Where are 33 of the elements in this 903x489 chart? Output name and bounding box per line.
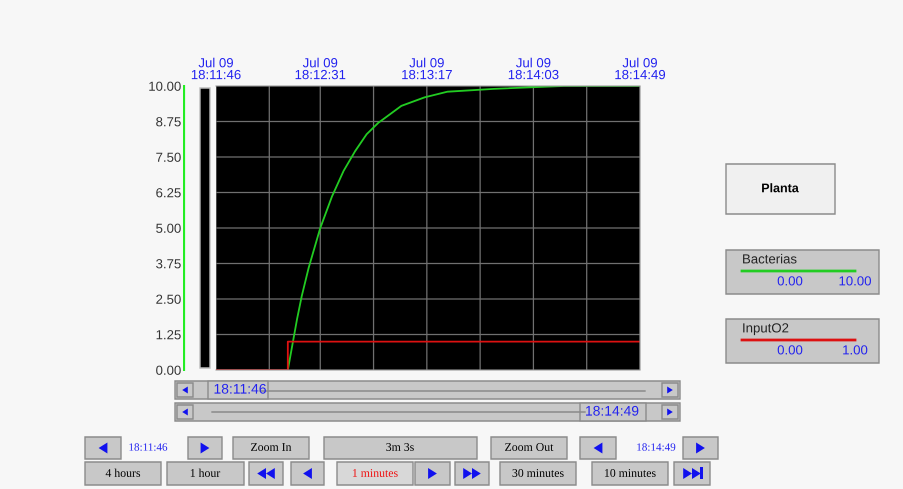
x-tick-label: Jul 09 18:11:46: [192, 58, 241, 80]
y-tick-label: 3.75: [156, 259, 181, 268]
text: 1 minutes: [352, 469, 398, 477]
text: InputO2: [743, 323, 788, 336]
text: 4 hours: [106, 468, 140, 477]
text: 0.00: [778, 345, 802, 355]
text: 0.00: [778, 276, 802, 286]
text: Bacterias: [743, 254, 797, 264]
text: 18:11:46: [129, 443, 168, 451]
x-tick-label: Jul 09 18:13:17: [402, 58, 452, 80]
text: 18:14:49: [637, 443, 676, 451]
y-tick-label: 6.25: [156, 188, 181, 198]
text: Planta: [762, 183, 799, 192]
text: 10.00: [840, 276, 871, 286]
text: 10 minutes: [604, 468, 656, 477]
y-tick-label: 1.25: [156, 330, 181, 340]
text: Zoom In: [251, 443, 292, 451]
y-tick-label: 2.50: [156, 294, 181, 304]
text: 3m 3s: [386, 443, 414, 451]
x-tick-label: Jul 09 18:14:49: [615, 58, 666, 80]
y-tick-label: 7.50: [156, 152, 181, 162]
text: 1.00: [843, 345, 868, 355]
y-tick-label: 10.00: [149, 82, 181, 91]
y-tick-label: 5.00: [156, 224, 181, 233]
text: 18:14:49: [586, 406, 638, 416]
text: Zoom Out: [505, 443, 554, 451]
x-tick-label: Jul 09 18:12:31: [296, 58, 346, 80]
y-tick-label: 0.00: [156, 366, 181, 375]
text: 30 minutes: [512, 468, 564, 477]
y-tick-label: 8.75: [156, 117, 181, 126]
x-tick-label: Jul 09 18:14:03: [508, 58, 559, 80]
text: 1 hour: [190, 468, 220, 477]
text: 18:11:46: [214, 384, 266, 394]
